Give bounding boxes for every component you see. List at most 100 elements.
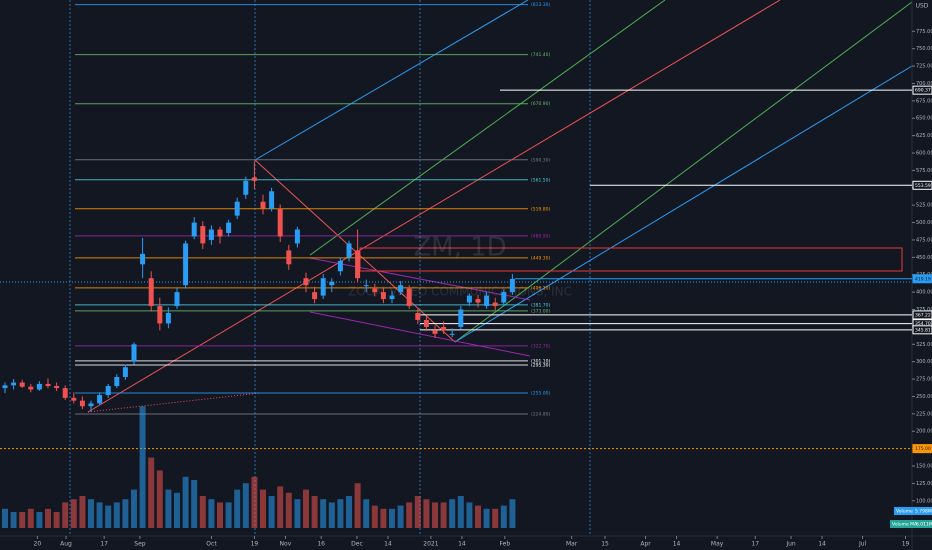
price-label: 345.81	[915, 327, 931, 333]
volume-bar	[234, 489, 241, 528]
price-label-box	[912, 180, 932, 190]
candle-body	[406, 288, 412, 307]
volume-bar	[45, 508, 51, 528]
volume-bar	[354, 483, 361, 528]
candle-body	[509, 278, 515, 293]
pitchfork-line	[454, 65, 913, 343]
pitchfork-line	[454, 1, 913, 343]
x-tick-label: 14	[458, 541, 466, 548]
volume-bar	[165, 489, 172, 528]
volume-bar	[182, 476, 189, 528]
candle-body	[329, 281, 335, 286]
level-label: (480.90)	[531, 233, 551, 239]
volume-bar	[346, 496, 352, 528]
candle-body	[45, 383, 51, 387]
y-tick-label: 775.00	[916, 29, 932, 35]
x-tick-label: 20	[34, 541, 42, 548]
candle-body	[217, 229, 223, 237]
candle-body	[466, 295, 472, 303]
candle-body	[157, 306, 163, 324]
candle-body	[458, 309, 464, 327]
currency: USD	[916, 3, 929, 10]
y-tick-label: 575.00	[916, 168, 932, 174]
volume-bar	[10, 512, 17, 528]
y-tick-label: 200.00	[916, 429, 932, 435]
trend-line	[87, 392, 261, 413]
volume-bar	[268, 496, 275, 528]
candle-body	[260, 201, 266, 209]
candle-body	[36, 383, 42, 390]
candle-body	[174, 292, 180, 307]
y-tick-label: 750.00	[916, 46, 932, 52]
x-tick-label: 16	[317, 541, 325, 548]
candle-body	[423, 319, 429, 327]
x-tick-label: 14	[818, 541, 826, 548]
candle-body	[200, 226, 206, 244]
volume-ma-label: Volume MA	[892, 522, 918, 528]
level-label: (449.30)	[531, 255, 551, 261]
candle-body	[337, 260, 343, 272]
channel-line	[309, 311, 531, 357]
volume-bar	[457, 496, 464, 528]
price-label: 419.19	[915, 276, 931, 282]
candle-body	[415, 312, 421, 320]
price-label: 367.22	[915, 312, 931, 318]
candle-body	[346, 243, 352, 258]
candle-body	[389, 295, 395, 300]
volume-bar	[148, 457, 155, 528]
volume-bar	[53, 512, 60, 528]
candle-body	[355, 250, 361, 279]
candle-body	[475, 299, 481, 303]
volume-bar	[449, 499, 456, 528]
volume-bar	[208, 499, 215, 528]
candle-body	[303, 278, 309, 286]
x-tick-label: 14	[384, 541, 392, 548]
volume-bar	[277, 486, 284, 528]
volume-bar	[139, 406, 146, 528]
x-tick-label: Jul	[858, 541, 867, 548]
volume-bar	[131, 489, 137, 528]
level-label: (741.40)	[531, 52, 551, 58]
y-tick-label: 725.00	[916, 64, 932, 70]
candle-body	[234, 201, 240, 216]
x-tick-label: 15	[601, 541, 609, 548]
price-label-box	[912, 310, 932, 320]
volume-bar	[363, 499, 370, 528]
y-tick-label: 675.00	[916, 98, 932, 104]
candle-body	[183, 243, 189, 286]
level-label: (590.30)	[531, 157, 551, 163]
volume-bar	[389, 508, 395, 528]
y-tick-label: 625.00	[916, 133, 932, 139]
volume-bar	[191, 480, 198, 528]
candle-body	[243, 180, 249, 195]
volume-bar	[156, 470, 163, 528]
candle-body	[165, 312, 171, 324]
candle-body	[269, 191, 275, 209]
volume-bar	[294, 499, 301, 528]
volume-bar	[251, 476, 258, 528]
y-tick-label: 400.00	[916, 290, 932, 296]
volume-bar	[242, 483, 249, 528]
volume-bar	[174, 492, 180, 528]
x-tick-label: Mar	[566, 541, 578, 548]
x-tick-label: Apr	[640, 541, 651, 548]
volume-bar	[406, 502, 413, 528]
volume-bar	[328, 502, 335, 528]
volume-bar	[475, 505, 481, 528]
volume-bar	[260, 489, 266, 528]
level-label: (373.00)	[531, 308, 551, 314]
candle-body	[11, 382, 17, 386]
price-label: 553.59	[915, 183, 931, 189]
volume-bar	[500, 505, 507, 528]
volume-bar	[113, 502, 120, 528]
y-tick-label: 150.00	[916, 464, 932, 470]
x-tick-label: Oct	[206, 541, 217, 548]
volume-bar	[105, 505, 112, 528]
x-tick-label: Nov	[280, 541, 292, 548]
volume-bar	[337, 499, 344, 528]
level-label: (670.90)	[531, 101, 551, 107]
volume-ma-value: 6.011M	[916, 522, 932, 528]
volume-bar	[492, 508, 499, 528]
pitchfork-median	[87, 0, 781, 413]
